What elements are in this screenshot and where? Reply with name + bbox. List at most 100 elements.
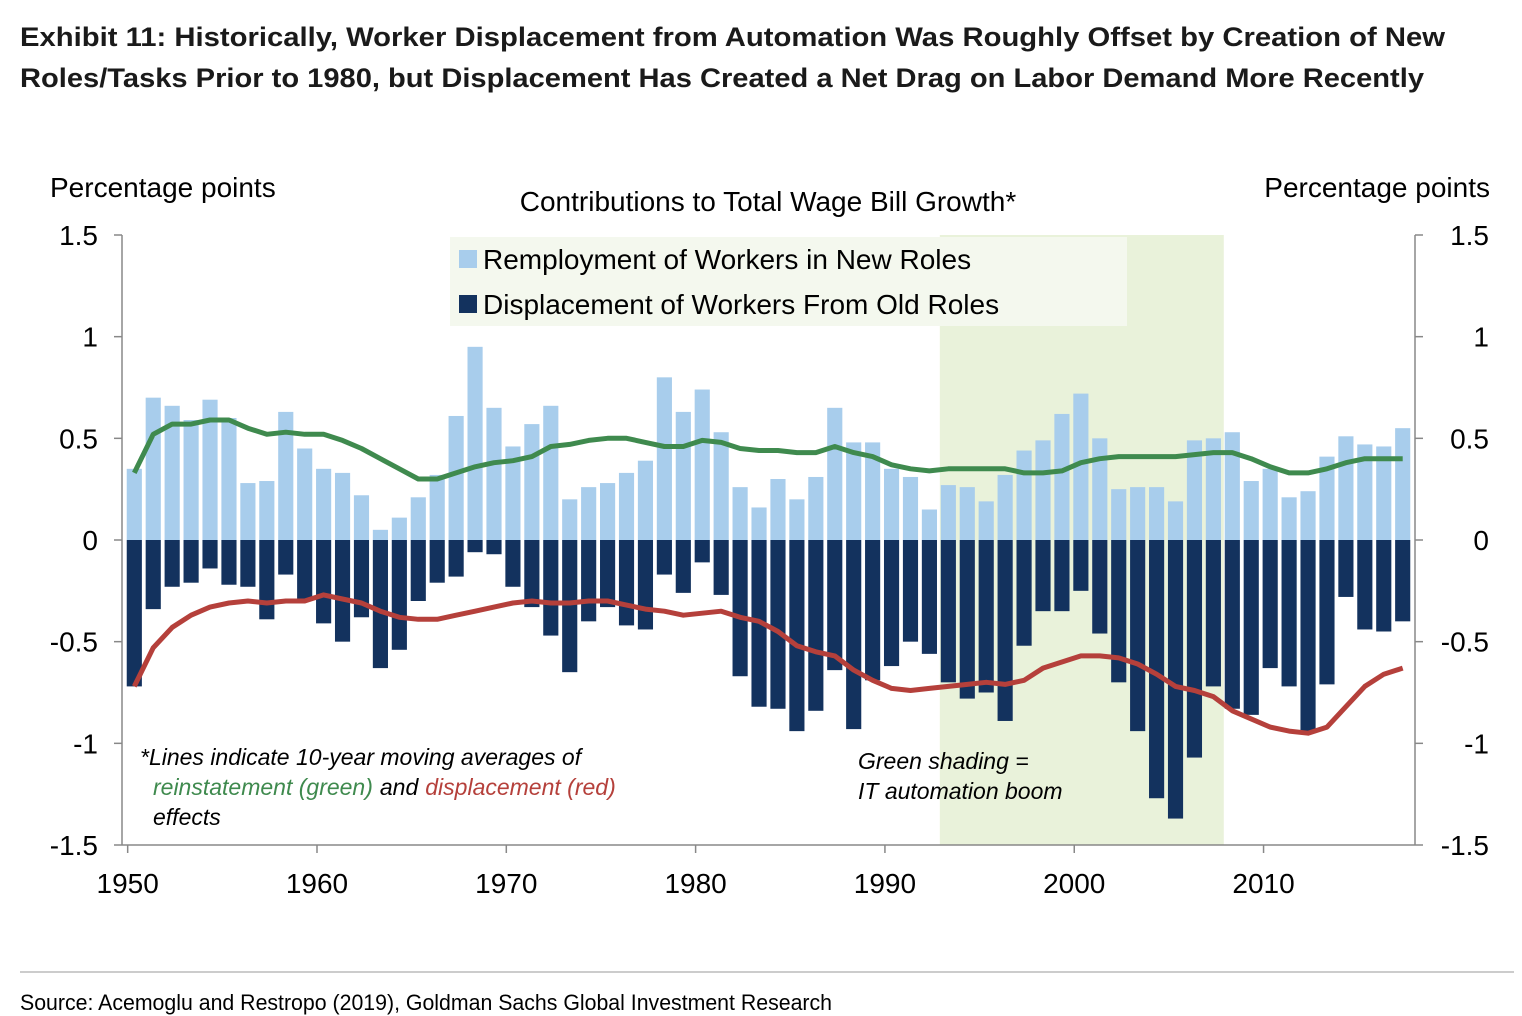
bar — [637, 540, 654, 630]
bar — [1149, 487, 1165, 540]
bar — [1224, 432, 1240, 540]
y-tick-label: 0 — [82, 525, 98, 556]
bar — [694, 540, 710, 563]
y-axis-label: Percentage points — [50, 172, 276, 203]
bar — [524, 424, 540, 540]
bar — [145, 397, 161, 540]
bar — [391, 540, 407, 650]
bar — [372, 529, 388, 540]
bar — [410, 497, 426, 540]
bar — [1167, 501, 1184, 540]
bar — [486, 540, 502, 555]
bar — [1281, 540, 1297, 687]
bar — [694, 389, 710, 540]
y-tick-label: 1 — [82, 322, 98, 353]
bar — [713, 540, 729, 595]
x-tick-label: 1960 — [286, 868, 348, 899]
bar — [789, 499, 805, 540]
bar — [316, 540, 332, 624]
bar — [581, 487, 597, 540]
bar — [675, 411, 691, 540]
bar — [562, 499, 578, 540]
bar — [808, 540, 824, 711]
bar — [618, 540, 635, 626]
moving-average-line — [132, 417, 1403, 482]
moving-average-line — [132, 592, 1404, 736]
bar — [202, 540, 218, 569]
note-joiner: and — [380, 774, 420, 800]
legend-swatch — [459, 250, 477, 268]
bar — [1035, 540, 1051, 612]
bar — [656, 377, 672, 540]
y2-tick-label: 1.5 — [1450, 220, 1489, 251]
bar — [600, 483, 616, 540]
bar — [1300, 491, 1316, 540]
bar — [846, 442, 862, 540]
bar — [959, 487, 975, 540]
bar — [846, 540, 862, 730]
y2-axis-label: Percentage points — [1264, 172, 1490, 203]
bar — [1262, 540, 1278, 669]
bar — [1395, 540, 1411, 622]
bar — [1016, 450, 1032, 540]
bar — [448, 415, 464, 540]
bar — [467, 540, 483, 553]
bar — [808, 476, 824, 540]
bar — [297, 540, 313, 599]
bar — [732, 487, 748, 540]
bar — [1167, 540, 1184, 819]
bar — [1111, 489, 1127, 540]
bar — [221, 540, 237, 585]
y-tick-label: -1.5 — [50, 830, 98, 861]
bar — [1338, 436, 1354, 540]
bar — [1130, 487, 1146, 540]
bar — [1376, 446, 1392, 540]
bar — [259, 481, 275, 540]
bar — [429, 474, 445, 540]
subtitle: Contributions to Total Wage Bill Growth* — [520, 186, 1017, 217]
bar — [940, 485, 956, 540]
bar — [959, 540, 975, 699]
bar — [751, 507, 767, 540]
shade-note: IT automation boom — [858, 778, 1063, 804]
bar — [789, 540, 805, 732]
note-green: reinstatement (green) — [153, 774, 373, 800]
bar — [1395, 428, 1411, 540]
bar — [316, 468, 332, 540]
bar — [334, 540, 351, 642]
bar — [164, 540, 180, 587]
bar — [126, 468, 142, 540]
bar — [278, 411, 294, 540]
x-tick-label: 2010 — [1232, 868, 1294, 899]
bar — [1092, 540, 1108, 634]
y-tick-label: 0.5 — [59, 423, 98, 454]
bar — [883, 540, 900, 667]
bar — [1073, 393, 1089, 540]
bar — [978, 501, 994, 540]
bar — [1262, 468, 1278, 540]
bar — [164, 405, 180, 540]
bar — [524, 540, 540, 608]
x-tick-label: 2000 — [1043, 868, 1105, 899]
legend-label: Displacement of Workers From Old Roles — [483, 289, 999, 320]
y2-tick-label: -1 — [1464, 728, 1489, 759]
bar — [543, 405, 559, 540]
x-tick-label: 1970 — [475, 868, 537, 899]
bar — [1186, 440, 1203, 540]
bar — [1338, 540, 1354, 597]
bar — [618, 472, 635, 540]
bar — [183, 420, 199, 540]
bar — [297, 448, 313, 540]
bar — [637, 460, 654, 540]
note: effects — [153, 804, 221, 830]
bar — [410, 540, 426, 601]
bar — [865, 540, 881, 681]
y2-tick-label: 1 — [1473, 322, 1489, 353]
y2-tick-label: -0.5 — [1441, 627, 1489, 658]
note: *Lines indicate 10-year moving averages … — [140, 744, 584, 770]
y2-tick-label: -1.5 — [1441, 830, 1489, 861]
bar — [1130, 540, 1146, 732]
bar — [1186, 540, 1203, 758]
bar — [145, 540, 161, 610]
